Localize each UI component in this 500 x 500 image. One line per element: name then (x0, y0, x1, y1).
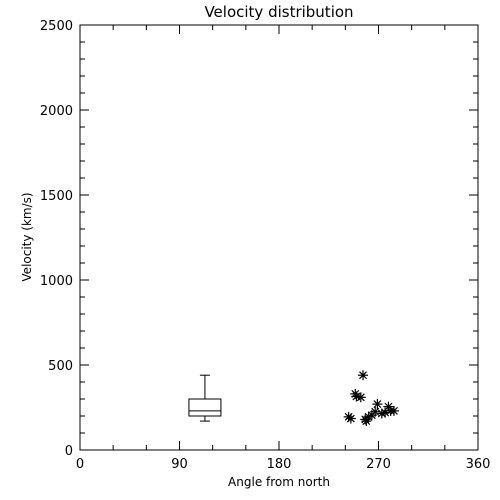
plot-frame (79, 24, 479, 451)
y-tick-label: 2500 (40, 19, 73, 34)
y-tick-label: 1000 (40, 274, 73, 289)
asterisk-stroke (371, 407, 380, 416)
asterisk-stroke (373, 400, 382, 409)
asterisk-stroke (381, 408, 390, 417)
x-tick-label: 90 (171, 457, 188, 472)
data-point-asterisk (388, 405, 399, 416)
x-tick-label: 0 (76, 457, 84, 472)
axis-ticks (79, 24, 479, 451)
y-tick-label: 0 (65, 444, 73, 459)
velocity-boxplot (188, 374, 222, 422)
x-axis-label: Angle from north (228, 475, 330, 489)
asterisk-stroke (390, 406, 398, 415)
x-tick-label: 270 (366, 457, 391, 472)
box-iqr (188, 398, 222, 417)
asterisk-stroke (359, 371, 367, 380)
data-point-asterisk (372, 399, 383, 410)
y-tick-label: 500 (48, 359, 73, 374)
data-point-asterisk (361, 416, 372, 427)
x-tick-label: 360 (466, 457, 491, 472)
y-tick-label: 1500 (40, 189, 73, 204)
chart-title: Velocity distribution (204, 3, 353, 21)
y-tick-label: 2000 (40, 104, 73, 119)
data-point-asterisk (355, 392, 366, 403)
asterisk-stroke (356, 393, 365, 402)
axis-tick-labels: 0 90 180 270 360 0 500 1000 1500 2000 2500 (40, 19, 491, 472)
x-tick-label: 180 (267, 457, 292, 472)
data-point-asterisk (358, 370, 369, 381)
data-point-asterisk (370, 406, 381, 417)
asterisk-stroke (384, 402, 393, 411)
data-point-asterisk (345, 413, 356, 424)
asterisk-stroke (346, 414, 355, 423)
y-axis-label: Velocity (km/s) (20, 192, 34, 281)
asterisk-stroke (352, 392, 361, 401)
scatter-points (343, 370, 399, 427)
